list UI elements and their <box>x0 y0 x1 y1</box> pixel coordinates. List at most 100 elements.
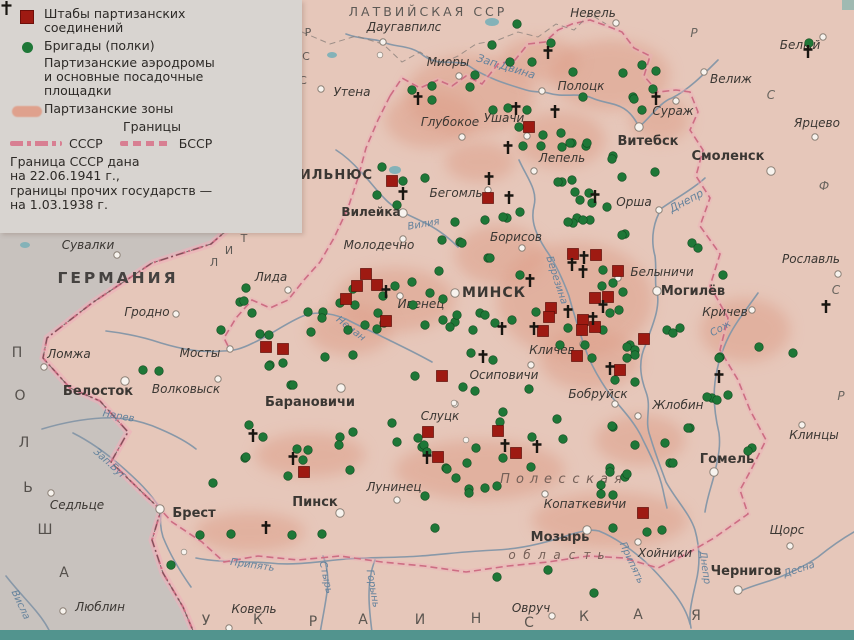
airfield-cross <box>578 265 588 278</box>
region-label-lithuania: Л <box>210 256 218 269</box>
city-label: Осиповичи <box>470 368 539 382</box>
city-dot <box>811 133 819 141</box>
city-label: Витебск <box>618 134 679 149</box>
brigade-dot <box>407 85 417 95</box>
city-label: Борисов <box>490 230 542 244</box>
brigade-dot <box>580 340 590 350</box>
brigade-dot <box>589 588 599 598</box>
page-edge-bottom <box>0 630 854 640</box>
city-dot <box>47 489 55 497</box>
region-label-latvia: ЛАТВИЙСКАЯ ССР <box>349 4 508 19</box>
partisan-zone <box>700 298 790 362</box>
brigade-dot <box>597 281 607 291</box>
brigade-dot <box>138 365 148 375</box>
brigade-dot <box>675 323 685 333</box>
brigade-dot <box>468 325 478 335</box>
brigade-dot <box>622 469 632 479</box>
brigade-dot <box>498 212 508 222</box>
airfield-cross <box>651 92 661 105</box>
airfield-cross <box>579 251 589 264</box>
region-label-poland: О <box>14 388 25 404</box>
region-label-polesskaya: л <box>529 472 538 487</box>
brigade-dot <box>622 342 632 352</box>
city-label: Клинцы <box>789 428 838 442</box>
hq-squares <box>260 121 650 519</box>
brigade-dot <box>536 141 546 151</box>
brigade-dot <box>630 350 640 360</box>
airfield-cross <box>500 439 510 452</box>
legend-bssr-label: БССР <box>178 135 213 151</box>
city-dot <box>518 244 526 252</box>
brigade-dot <box>360 320 370 330</box>
partisan-zone-icon <box>10 102 44 117</box>
city-label: Барановичи <box>265 395 355 410</box>
river <box>740 531 854 592</box>
brigade-dot <box>622 353 632 363</box>
city-dot <box>120 376 130 386</box>
partisan-zone <box>595 415 685 465</box>
region-label-ukraine: И <box>415 612 425 628</box>
airfield-cross <box>504 191 514 204</box>
brigade-dot <box>465 82 475 92</box>
hq-square <box>637 507 649 519</box>
city-dot <box>214 375 222 383</box>
brigade-dot <box>458 382 468 392</box>
brigade-dot <box>166 560 176 570</box>
brigade-dot <box>343 325 353 335</box>
hq-square <box>571 350 583 362</box>
city-dot <box>798 421 806 429</box>
city-dot <box>819 33 827 41</box>
region-label-oblast: с <box>569 548 576 562</box>
brigade-dot <box>553 177 563 187</box>
city-label: Лунинец <box>365 480 421 494</box>
city-label: Слуцк <box>421 409 460 423</box>
brigade-dot <box>470 70 480 80</box>
brigade-dot <box>480 483 490 493</box>
brigade-dot <box>420 491 430 501</box>
brigade-dot <box>637 105 647 115</box>
brigade-dot <box>445 322 455 332</box>
region-label-rsfsr: Р <box>690 26 698 40</box>
city-label: Смоленск <box>692 149 765 164</box>
brigade-dot <box>292 444 302 454</box>
brigade-dot <box>498 453 508 463</box>
latvia-border <box>301 13 607 65</box>
brigade-dot <box>438 294 448 304</box>
airfield-cross <box>497 322 507 335</box>
city-dot <box>527 361 535 369</box>
ussr-border-icon <box>10 141 62 147</box>
brigade-dot <box>582 138 592 148</box>
brigade-dot <box>557 142 567 152</box>
city-dot <box>634 122 644 132</box>
map-legend: Штабы партизанских соединений Бригады (п… <box>0 0 302 233</box>
brigade-dot <box>668 328 678 338</box>
partisan-zone <box>385 92 475 148</box>
brigade-dot <box>568 67 578 77</box>
region-label-ukraine: Я <box>691 608 701 624</box>
legend-brigades-label: Бригады (полки) <box>44 37 155 53</box>
region-label-polesskaya: е <box>544 472 552 487</box>
city-dot <box>530 167 538 175</box>
brigade-dot <box>546 38 556 48</box>
brigade-dot <box>637 60 647 70</box>
brigade-dot <box>241 452 251 462</box>
city-dot <box>538 87 546 95</box>
bssr-border <box>223 95 391 351</box>
hq-square <box>492 425 504 437</box>
brigade-dot <box>195 530 205 540</box>
city-label: Невель <box>570 6 616 20</box>
brigade-dot <box>485 253 495 263</box>
city-dot <box>450 288 460 298</box>
brigade-dot <box>552 414 562 424</box>
region-label-poland: Л <box>19 435 30 451</box>
airfield-cross <box>478 350 488 363</box>
city-label: Бобруйск <box>568 387 628 401</box>
city-label: Бегомль <box>429 186 482 200</box>
brigade-dot <box>712 395 722 405</box>
lake <box>485 18 499 26</box>
brigade-dot <box>608 278 618 288</box>
city-dot <box>398 208 408 218</box>
hq-square <box>612 265 624 277</box>
hq-square <box>577 314 589 326</box>
city-dot <box>548 612 556 620</box>
